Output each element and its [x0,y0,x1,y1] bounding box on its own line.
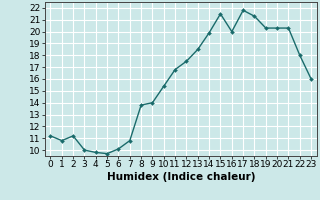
X-axis label: Humidex (Indice chaleur): Humidex (Indice chaleur) [107,172,255,182]
